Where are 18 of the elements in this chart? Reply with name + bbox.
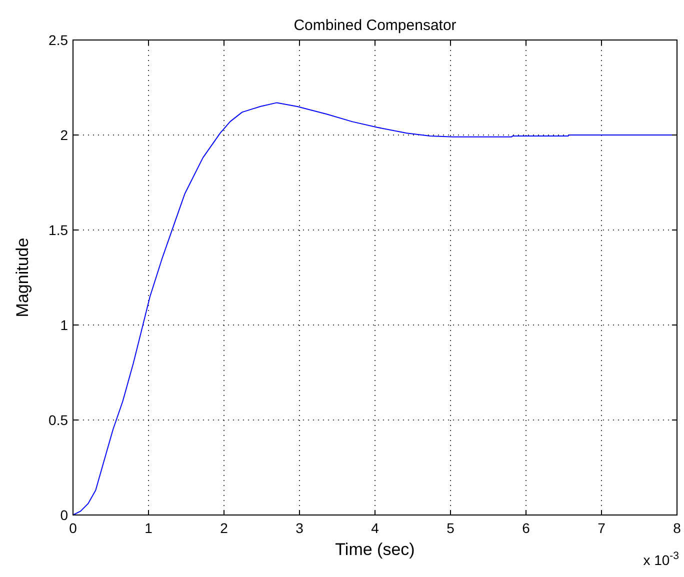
x-tick-label: 7 [598, 520, 606, 536]
x-tick-label: 4 [371, 520, 380, 536]
y-tick-label: 2.5 [48, 32, 68, 48]
y-tick-label: 0.5 [48, 412, 68, 428]
x-tick-label: 1 [144, 520, 153, 536]
y-tick-label: 1.5 [48, 222, 68, 238]
y-tick-label: 2 [60, 127, 68, 143]
x-axis-title: Time (sec) [335, 540, 415, 559]
chart-title: Combined Compensator [294, 17, 456, 34]
text: x 10$^{-3}$ [643, 550, 680, 568]
y-tick-label: 1 [60, 317, 68, 333]
x-tick-label: 3 [296, 520, 304, 536]
x-tick-label: 5 [446, 520, 455, 536]
x-tick-label: 2 [220, 520, 228, 536]
x-tick-label: 6 [522, 520, 530, 536]
x-tick-label: 8 [673, 520, 682, 536]
y-axis-title: Magnitude [13, 238, 32, 318]
y-tick-label: 0 [60, 507, 68, 523]
